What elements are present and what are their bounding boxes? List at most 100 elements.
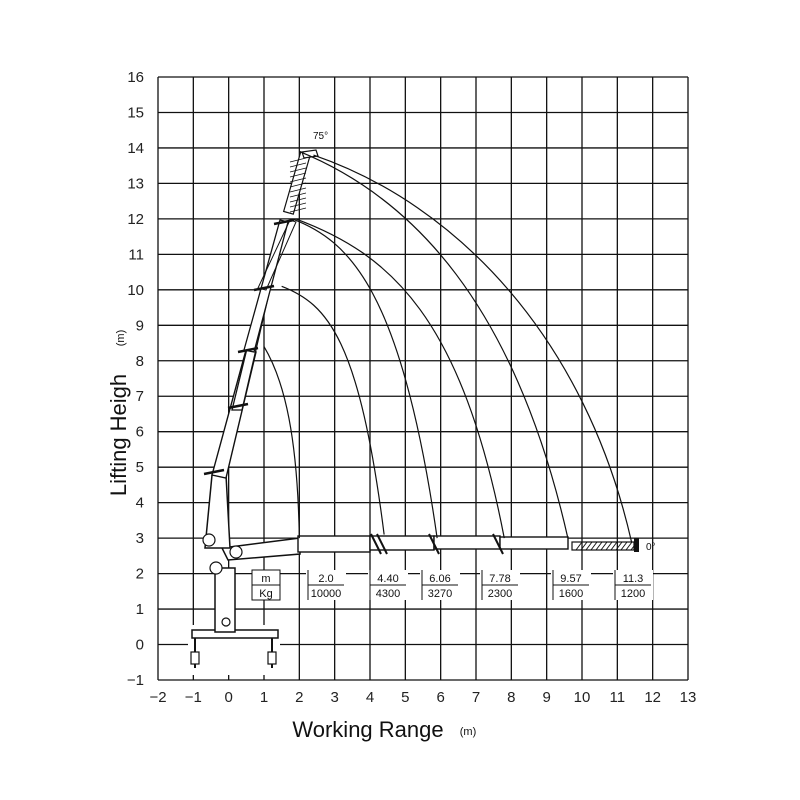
jib-hatch [575,541,583,551]
x-tick-label: 9 [542,689,550,706]
y-tick-label: 6 [136,424,144,441]
boom-section-3 [433,535,501,550]
x-tick-label: 1 [260,689,268,706]
x-tick-label: 13 [680,689,697,706]
y-tick-label: 1 [136,601,144,618]
jib-hatch [595,541,603,551]
raised-pivot [202,533,216,547]
raised-jib-hatch [289,167,307,173]
jib-hatch [615,541,623,551]
raised-section-3 [243,219,289,353]
raised-jib-hatch [289,177,307,183]
x-axis-unit: (m) [460,726,477,738]
raised-jib-hatch [289,162,307,168]
jib-hatch [610,541,618,551]
raised-jib-hatch [289,157,307,163]
raised-joint [253,284,275,292]
y-tick-label: 15 [127,104,144,121]
raised-joint [227,402,249,410]
lift-curve [292,218,438,539]
max-angle-label: 75° [313,131,328,142]
raised-jib-hatch [289,202,307,208]
table-range-value: 11.3 [623,573,644,585]
raised-joint [273,218,295,226]
table-row-label: Kg [259,588,272,600]
x-tick-label: 10 [574,689,591,706]
section-joint [492,533,504,555]
y-tick-label: 7 [136,388,144,405]
jib-hatch [585,541,593,551]
y-tick-label: 11 [128,246,144,263]
table-row-label: m [261,573,270,585]
x-tick-label: 12 [644,689,661,706]
crane-drawing [188,149,639,675]
y-tick-label: 12 [127,211,144,228]
min-angle-label: 0° [646,542,656,553]
x-tick-label: 5 [401,689,409,706]
boom-tip-horizontal [634,538,639,552]
jib-hatch [625,541,633,551]
y-tick-label: 9 [136,317,144,334]
boom-pivot [229,545,243,559]
y-tick-label: 8 [136,353,144,370]
x-tick-label: −1 [185,689,202,706]
section-joint [376,533,388,555]
outrigger-foot-left [190,651,200,665]
section-joint [428,533,440,555]
column-pivot [221,617,231,627]
x-tick-label: 2 [295,689,303,706]
jib-hatch [605,541,613,551]
y-tick-label: 13 [127,175,144,192]
raised-jib-hatch [289,182,307,188]
load-table: m Kg 2.0 10000 4.40 4300 6.06 3270 7.78 2300 9.57 1… [251,569,653,601]
section-joint [370,533,382,555]
raised-jib-hatch [289,172,307,178]
lift-curve [313,154,633,542]
raised-jib-hatch [289,207,307,213]
table-load-value: 2300 [488,588,512,600]
lift-curve [281,285,385,535]
y-tick-label: 10 [127,282,144,299]
x-tick-label: 6 [436,689,444,706]
x-tick-label: 3 [330,689,338,706]
y-axis-unit: (m) [115,330,127,347]
table-load-value: 1200 [621,588,645,600]
column-head [209,561,223,575]
raised-jib-hatch [289,197,307,203]
x-tick-label: 7 [472,689,480,706]
lift-curve [295,218,505,539]
y-tick-label: 3 [136,530,144,547]
table-range-value: 4.40 [377,573,398,585]
jib-hatch [580,541,588,551]
outrigger-foot-right [267,651,277,665]
y-axis-title: Lifting Heigh [106,374,131,496]
boom-section-1 [297,535,371,553]
jib-hatch [600,541,608,551]
x-axis-title: Working Range [292,717,443,742]
table-load-value: 4300 [376,588,400,600]
raised-joint [237,346,259,354]
raised-jib-hatch [289,187,307,193]
y-tick-label: 4 [136,495,144,512]
table-range-value: 6.06 [429,573,450,585]
x-tick-label: 11 [610,689,626,706]
table-range-value: 9.57 [560,573,581,585]
x-tick-label: 0 [224,689,232,706]
table-range-value: 2.0 [318,573,333,585]
table-range-value: 7.78 [489,573,510,585]
tick-labels: −2 −1 0 1 2 3 4 5 6 7 8 9 10 11 12 13−10123456789101112… [127,69,696,706]
raised-joint [203,468,225,476]
y-tick-label: 16 [127,69,144,86]
lifting-curves [263,150,633,542]
y-tick-label: 5 [136,459,144,476]
lift-curve [299,150,569,539]
boom-section-4 [499,536,569,550]
y-tick-label: 0 [136,637,144,654]
crane-column [214,567,236,633]
jib-hatch [620,541,628,551]
table-load-value: 1600 [559,588,583,600]
table-load-value: 10000 [311,588,342,600]
x-tick-label: 8 [507,689,515,706]
